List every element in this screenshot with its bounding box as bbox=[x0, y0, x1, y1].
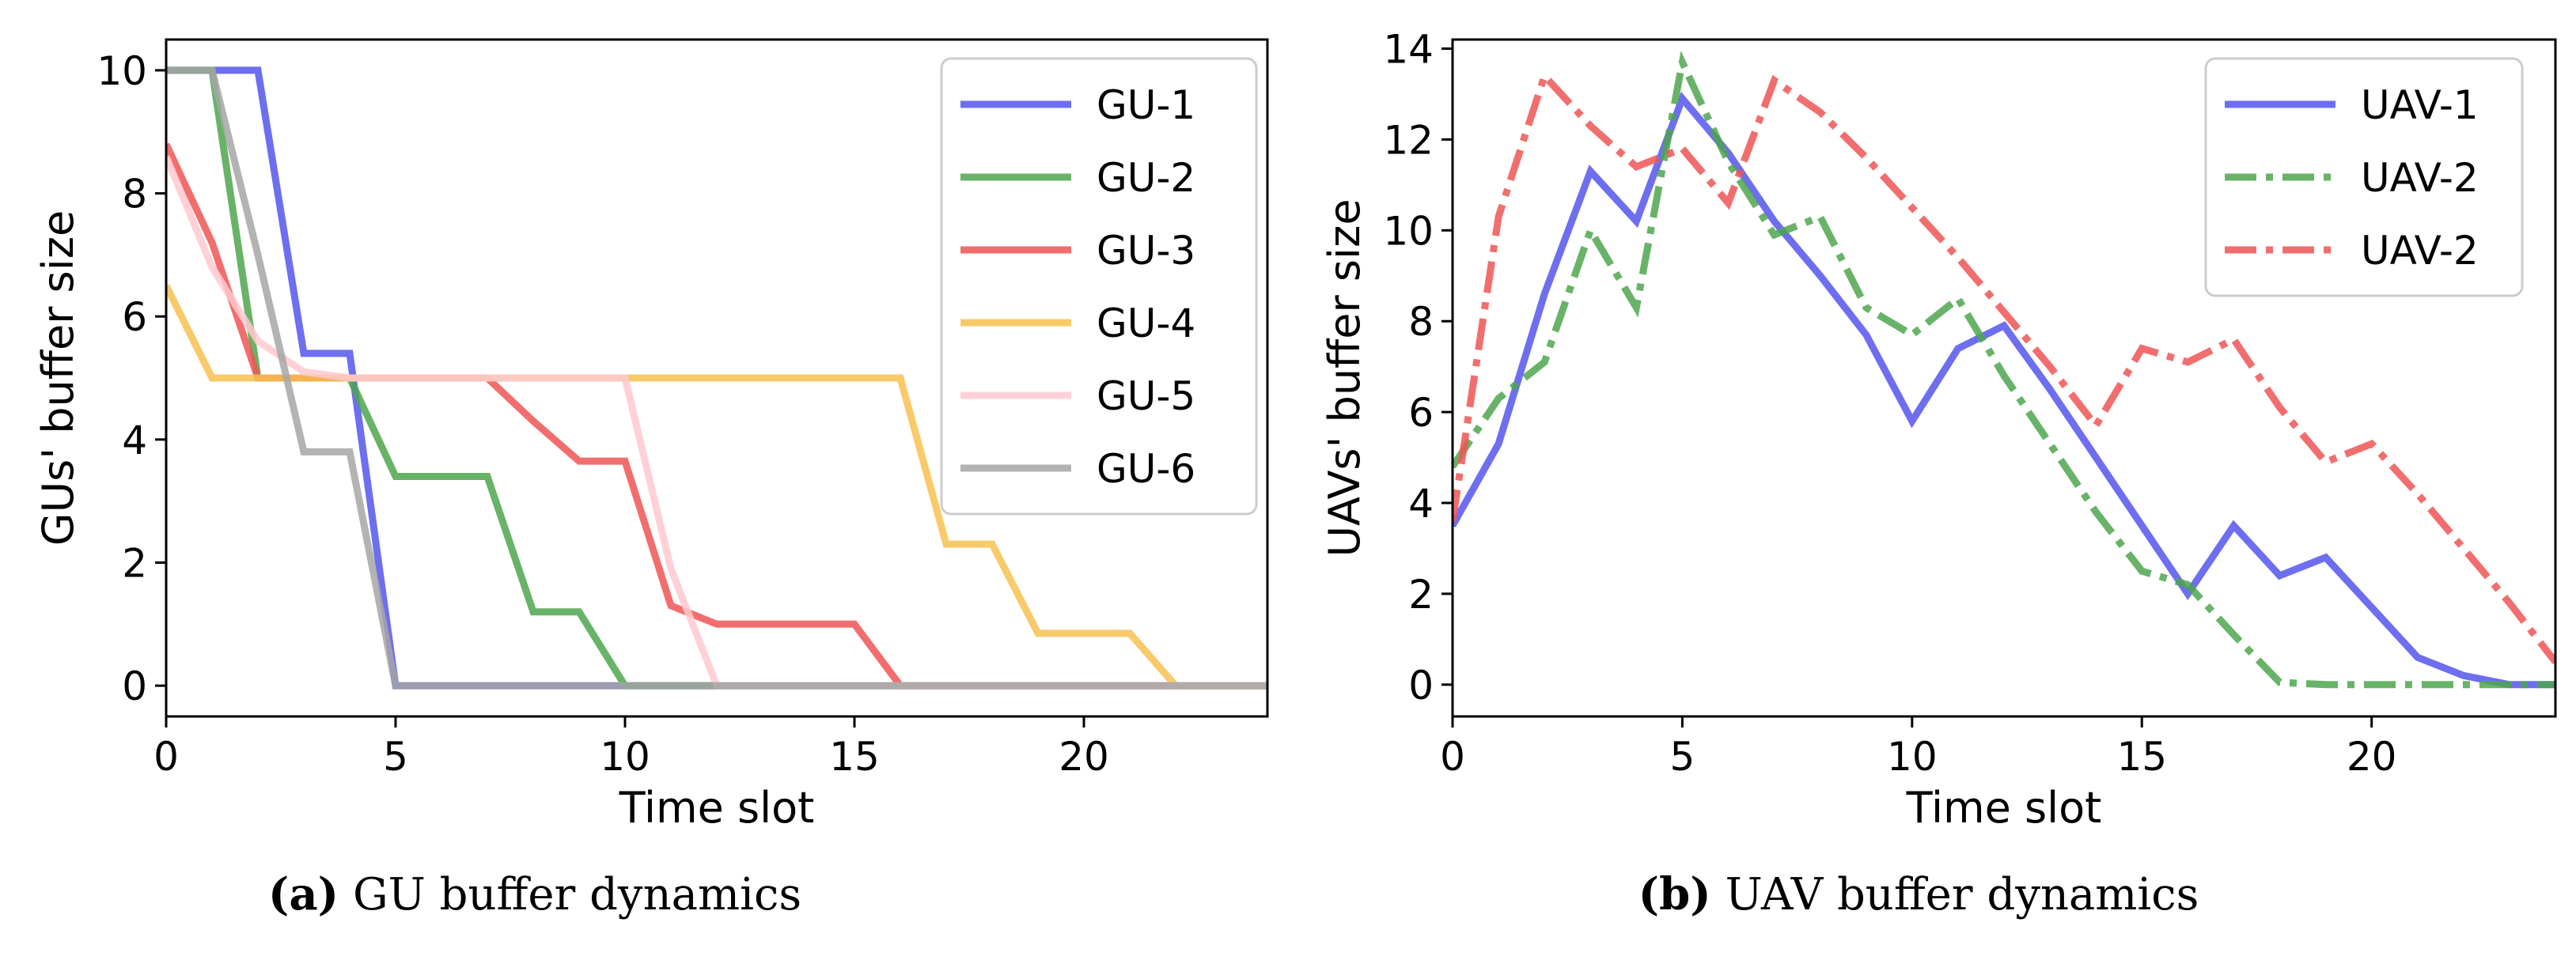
x-tick-label: 0 bbox=[153, 734, 179, 780]
x-axis-label: Time slot bbox=[1906, 783, 2102, 833]
y-tick-label: 2 bbox=[122, 540, 147, 586]
caption-a: (a) GU buffer dynamics bbox=[268, 868, 801, 920]
y-tick-label: 4 bbox=[1408, 481, 1434, 527]
series-group bbox=[1453, 50, 2555, 689]
legend-label: GU-2 bbox=[1097, 155, 1195, 201]
legend-frame bbox=[2204, 57, 2524, 297]
legend-label: UAV-1 bbox=[2361, 82, 2479, 128]
legend-frame bbox=[940, 57, 1258, 516]
x-tick-label: 20 bbox=[1059, 734, 1109, 780]
legend-label: UAV-2 bbox=[2361, 155, 2479, 201]
x-tick-label: 10 bbox=[1887, 734, 1938, 780]
caption-a-letter: (a) bbox=[267, 868, 339, 920]
y-tick-label: 10 bbox=[97, 48, 147, 94]
legend-label: GU-1 bbox=[1097, 82, 1195, 128]
x-tick-label: 20 bbox=[2347, 734, 2397, 780]
y-tick-label: 0 bbox=[1408, 663, 1434, 709]
series-line-uav-2-2 bbox=[1453, 50, 2555, 689]
y-tick-label: 6 bbox=[122, 294, 147, 340]
y-axis-label: UAVs' buffer size bbox=[1320, 198, 1369, 557]
caption-b-text: UAV buffer dynamics bbox=[1725, 869, 2199, 920]
legend: GU-1 GU-2 GU-3 GU-4 GU-5 GU-6 bbox=[940, 57, 1258, 516]
series-line-gu-6-6 bbox=[166, 66, 1267, 690]
x-tick-label: 5 bbox=[1670, 734, 1695, 780]
y-tick-label: 14 bbox=[1383, 26, 1434, 72]
y-tick-label: 8 bbox=[122, 172, 147, 217]
x-tick-label: 0 bbox=[1440, 734, 1465, 780]
series-line-uav-2-3 bbox=[1453, 69, 2555, 664]
x-tick-label: 10 bbox=[600, 734, 650, 780]
y-tick-label: 2 bbox=[1408, 572, 1434, 618]
x-tick-label: 15 bbox=[829, 734, 880, 780]
y-axis-label: GUs' buffer size bbox=[33, 210, 83, 546]
x-axis-label: Time slot bbox=[619, 783, 815, 833]
legend-label: GU-3 bbox=[1097, 228, 1195, 274]
x-tick-label: 5 bbox=[383, 734, 408, 780]
series-group bbox=[166, 66, 1267, 690]
legend-label: GU-6 bbox=[1097, 446, 1195, 492]
legend-label: GU-5 bbox=[1097, 373, 1195, 419]
caption-b-letter: (b) bbox=[1638, 868, 1711, 920]
y-tick-label: 12 bbox=[1383, 117, 1434, 163]
legend-label: GU-4 bbox=[1097, 300, 1195, 346]
y-tick-label: 8 bbox=[1408, 299, 1434, 345]
y-tick-label: 6 bbox=[1408, 390, 1434, 436]
caption-b: (b) UAV buffer dynamics bbox=[1638, 868, 2199, 920]
y-tick-label: 4 bbox=[122, 418, 147, 463]
chart-uav-buffer: 0 5 10 15 20 0 2 4 6 8 10 12 14 Time slot UAVs' buffer… bbox=[1320, 26, 2557, 833]
x-tick-label: 15 bbox=[2116, 734, 2167, 780]
legend: UAV-1 UAV-2 UAV-2 bbox=[2204, 57, 2524, 297]
axes-frame bbox=[165, 38, 1269, 718]
y-tick-label: 10 bbox=[1383, 208, 1434, 254]
legend-label: UAV-2 bbox=[2361, 228, 2479, 274]
axes-frame bbox=[1451, 38, 2557, 718]
caption-a-text: GU buffer dynamics bbox=[352, 869, 802, 920]
series-line-uav-1-1 bbox=[1453, 91, 2555, 689]
y-tick-label: 0 bbox=[122, 663, 147, 709]
